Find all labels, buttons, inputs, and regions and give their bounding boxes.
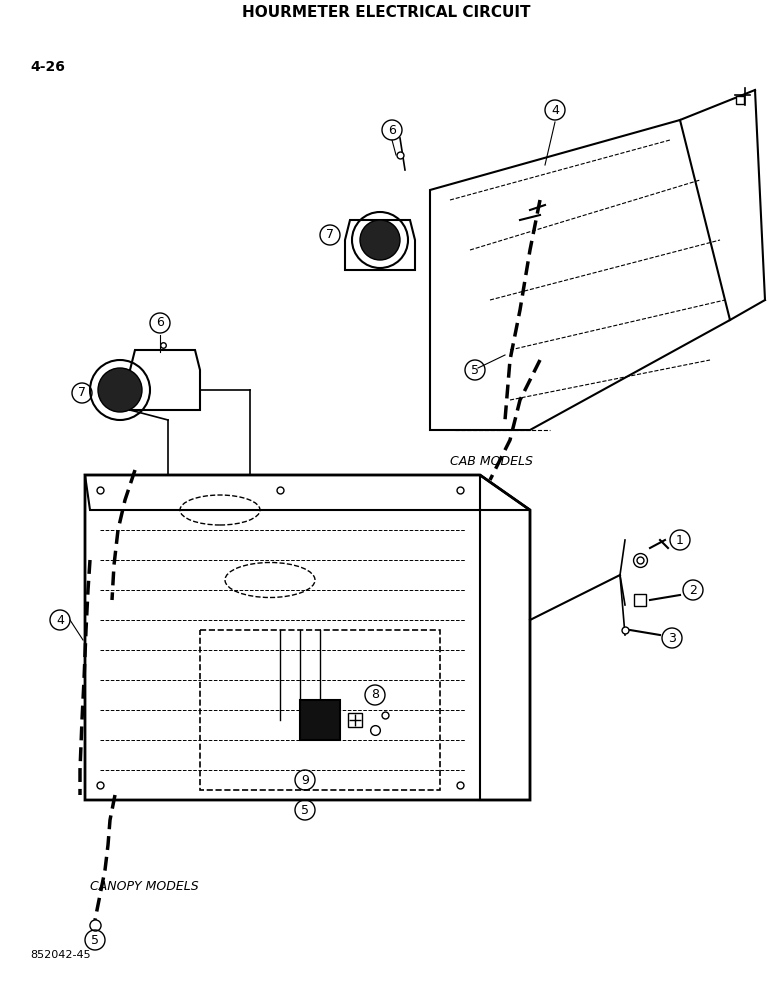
Circle shape [360,220,400,260]
FancyBboxPatch shape [300,700,340,740]
Text: 852042-45: 852042-45 [30,950,90,960]
Text: 7: 7 [78,386,86,399]
Text: HOURMETER ELECTRICAL CIRCUIT: HOURMETER ELECTRICAL CIRCUIT [242,5,530,20]
Text: 6: 6 [388,123,396,136]
Text: 3: 3 [668,632,676,645]
Text: 1: 1 [676,534,684,546]
Text: 4: 4 [56,613,64,626]
Text: 7: 7 [326,229,334,241]
Text: 9: 9 [301,774,309,786]
Text: 5: 5 [91,934,99,946]
Circle shape [98,368,142,412]
Text: CANOPY MODELS: CANOPY MODELS [90,880,198,893]
Text: CAB MODELS: CAB MODELS [450,455,533,468]
Text: 8: 8 [371,688,379,702]
Text: 4-26: 4-26 [30,60,65,74]
Text: 5: 5 [301,804,309,816]
Text: 2: 2 [689,584,697,596]
Text: 5: 5 [471,363,479,376]
Text: 6: 6 [156,316,164,330]
Text: 4: 4 [551,104,559,116]
